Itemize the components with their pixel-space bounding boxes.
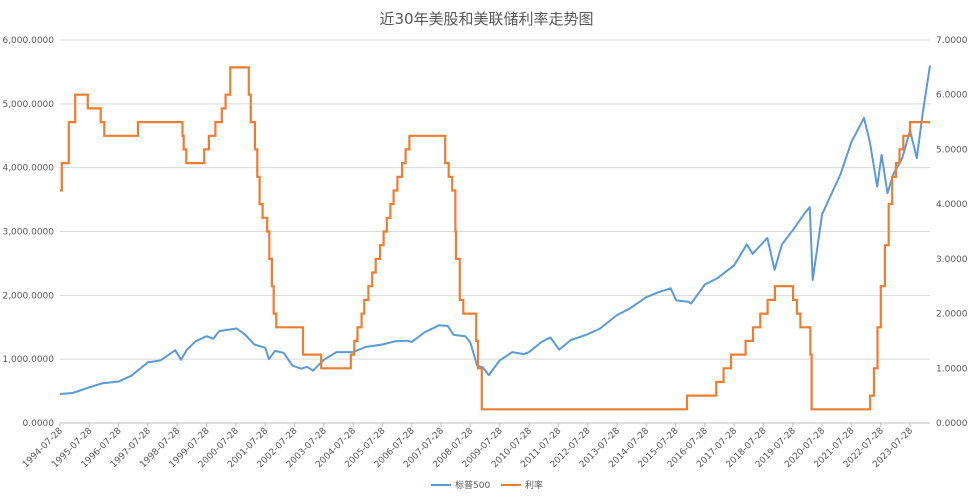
legend-label: 利率 — [525, 479, 543, 491]
series-line-rate — [60, 66, 930, 411]
y-right-tick-label: 7.0000 — [936, 36, 968, 46]
y-right-tick-label: 3.0000 — [936, 255, 968, 265]
y-left-tick-label: 5,000.0000 — [2, 100, 54, 110]
y-left-tick-label: 6,000.0000 — [2, 36, 54, 46]
legend-label: 标普500 — [455, 479, 490, 491]
y-right-tick-label: 4.0000 — [936, 200, 968, 210]
y-left-tick-label: 2,000.0000 — [2, 291, 54, 301]
legend: 标普500 利率 — [431, 479, 543, 491]
y-right-tick-label: 0.0000 — [936, 419, 968, 429]
right-axis-labels: 0.0000 1.0000 2.0000 3.0000 4.0000 5.0000 6.00… — [936, 36, 968, 429]
y-left-tick-label: 3,000.0000 — [2, 228, 54, 238]
y-right-tick-label: 2.0000 — [936, 310, 968, 320]
y-right-tick-label: 1.0000 — [936, 364, 968, 374]
y-right-tick-label: 6.0000 — [936, 91, 968, 101]
y-right-tick-label: 5.0000 — [936, 145, 968, 155]
x-axis-labels: 1994-07-281995-07-281996-07-281997-07-28… — [21, 423, 915, 470]
chart-title: 近30年美股和美联储利率走势图 — [379, 10, 594, 28]
series-layer — [59, 65, 931, 411]
y-left-tick-label: 0.0000 — [23, 419, 55, 429]
grid-layer — [60, 39, 930, 424]
left-axis-labels: 0.0000 1,000.0000 2,000.0000 3,000.0000 4,00… — [2, 36, 54, 429]
y-left-tick-label: 1,000.0000 — [2, 355, 54, 365]
y-left-tick-label: 4,000.0000 — [2, 164, 54, 174]
series-line-sp500 — [59, 65, 931, 395]
